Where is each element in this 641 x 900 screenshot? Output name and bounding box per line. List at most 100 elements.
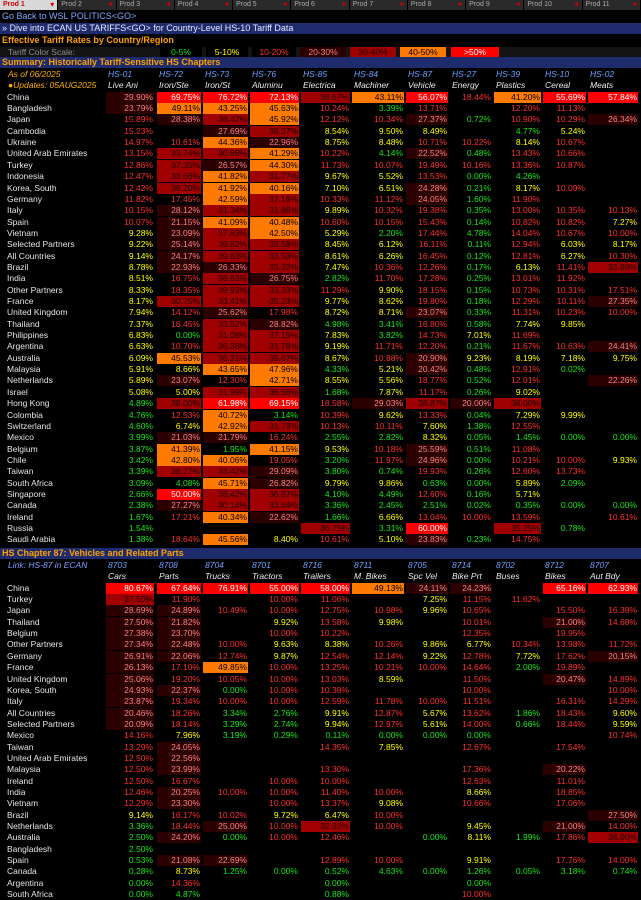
- column-code[interactable]: HS-84: [354, 69, 379, 79]
- table-row[interactable]: Thailand 7.37% 16.45% 33.92% 28.82% 4.98% 3.41…: [0, 318, 641, 330]
- column-code[interactable]: HS-72: [159, 69, 184, 79]
- column-code[interactable]: 8701: [252, 560, 271, 570]
- table-row[interactable]: United Kingdom 7.94% 14.12% 25.62% 17.98% 8.7…: [0, 307, 641, 319]
- chevron-down-icon[interactable]: ▾: [108, 0, 113, 9]
- table-row[interactable]: All Countries 20.46% 18.26% 3.34% 2.76% 9.91%…: [0, 707, 641, 719]
- column-code[interactable]: HS-76: [252, 69, 277, 79]
- table-row[interactable]: France 8.17% 30.75% 33.41% 35.23% 9.77% 8.62% 1…: [0, 296, 641, 307]
- tab-prod-2[interactable]: Prod 2 ▾: [58, 0, 117, 10]
- table-row[interactable]: Japan 28.69% 24.89% 10.49% 10.00% 12.75% 10.98…: [0, 605, 641, 617]
- table-row[interactable]: Germany 26.91% 22.06% 12.74% 9.87% 12.54% 12.1…: [0, 650, 641, 662]
- table-row[interactable]: India 12.46% 20.25% 10.00% 10.00% 11.40% 10.00…: [0, 787, 641, 798]
- tab-prod-7[interactable]: Prod 7 ▾: [349, 0, 408, 10]
- table-row[interactable]: Ireland 12.50% 16.67% 10.00% 10.00% 12.63% 11.…: [0, 776, 641, 787]
- go-back-link[interactable]: Go Back to WSL POLITICS<GO>: [2, 11, 137, 21]
- table-row[interactable]: Singapore 2.66% 50.00% 38.42% 36.87% 4.10% 4.4…: [0, 488, 641, 500]
- table-row[interactable]: Philippines 6.83% 0.00% 31.08% 37.15% 7.83% 3.…: [0, 330, 641, 342]
- column-code[interactable]: 8705: [408, 560, 427, 570]
- table-row[interactable]: Selected Partners 20.09% 18.14% 3.29% 2.74% 9…: [0, 718, 641, 730]
- table-row[interactable]: United Arab Emirates 12.50% 22.56%: [0, 752, 641, 764]
- table-row[interactable]: Mexico 3.99% 21.03% 21.79% 16.24% 2.55% 2.82% 8…: [0, 432, 641, 444]
- table-row[interactable]: Belgium 3.87% 41.39% 1.95% 41.15% 9.53% 10.18%…: [0, 443, 641, 455]
- table-row[interactable]: Chile 3.42% 42.80% 40.06% 19.05% 3.20% 11.97% 2…: [0, 454, 641, 466]
- column-code[interactable]: 8711: [354, 560, 373, 570]
- table-row[interactable]: Bangladesh 23.79% 49.11% 43.25% 45.63% 10.24%…: [0, 103, 641, 115]
- table-row[interactable]: Turkey 12.86% 37.35% 26.57% 44.30% 11.73% 10.0…: [0, 159, 641, 171]
- table-row[interactable]: Italy 23.87% 19.34% 10.00% 10.00% 12.59% 11.78…: [0, 696, 641, 708]
- column-code[interactable]: HS-27: [452, 69, 477, 79]
- table-row[interactable]: Vietnam 12.29% 23.30% 10.00% 13.37% 9.08% 10.6…: [0, 798, 641, 810]
- table-row[interactable]: Taiwan 13.29% 24.05% 14.35% 7.85% 12.67% 17.54…: [0, 741, 641, 753]
- table-row[interactable]: Korea, South 24.93% 22.37% 0.00% 10.00% 10.38…: [0, 684, 641, 696]
- table-row[interactable]: South Africa 3.09% 4.08% 45.71% 26.82% 9.79% 9…: [0, 477, 641, 489]
- table-row[interactable]: Belgium 27.38% 23.70% 10.00% 10.22% 12.35% 19.…: [0, 628, 641, 640]
- table-row[interactable]: Taiwan 3.39% 36.27% 33.42% 29.09% 3.80% 0.74% 1…: [0, 466, 641, 478]
- column-code[interactable]: 8712: [545, 560, 564, 570]
- table-row[interactable]: Israel 5.08% 5.00% 31.99% 36.56% 1.68% 7.87% 11…: [0, 386, 641, 398]
- chevron-down-icon[interactable]: ▾: [283, 0, 288, 9]
- table-row[interactable]: Selected Partners 9.22% 25.14% 39.82% 33.58%…: [0, 239, 641, 251]
- table-row[interactable]: Netherlands 3.36% 18.44% 25.00% 10.00% 32.32%…: [0, 821, 641, 833]
- table-row[interactable]: Japan 15.89% 28.38% 38.47% 45.92% 12.12% 10.34…: [0, 114, 641, 126]
- table-row[interactable]: Brazil 8.78% 22.93% 26.33% 33.32% 7.47% 10.36%…: [0, 261, 641, 273]
- chevron-down-icon[interactable]: ▾: [399, 0, 404, 9]
- tab-prod-10[interactable]: Prod 10 ▾: [524, 0, 583, 10]
- table-row[interactable]: Hong Kong 4.89% 38.00% 61.98% 69.15% 18.58% 29…: [0, 398, 641, 410]
- column-code[interactable]: HS-10: [545, 69, 570, 79]
- table-row[interactable]: Italy 10.15% 28.12% 31.34% 31.86% 9.89% 10.32%…: [0, 205, 641, 217]
- column-code[interactable]: 8704: [205, 560, 224, 570]
- chevron-down-icon[interactable]: ▾: [341, 0, 346, 9]
- table-row[interactable]: Canada 2.38% 27.27% 30.14% 33.64% 3.36% 2.45% 2…: [0, 500, 641, 512]
- table-row[interactable]: Cambodia 15.23% 27.69% 38.37% 8.54% 9.50% 8.49…: [0, 125, 641, 137]
- column-code[interactable]: HS-02: [590, 69, 615, 79]
- table-row[interactable]: Turkey 37.50% 11.90% 10.00% 11.06% 7.25% 11.15…: [0, 594, 641, 606]
- table-row[interactable]: India 8.51% 16.75% 38.63% 26.75% 2.82% 11.70% 1…: [0, 273, 641, 285]
- table-row[interactable]: Mexico 14.16% 7.96% 3.19% 0.29% 0.11% 0.00% 0.0…: [0, 730, 641, 741]
- table-row[interactable]: Argentina 0.00% 14.36% 0.00% 0.00%: [0, 878, 641, 889]
- table-row[interactable]: Australia 2.50% 24.20% 0.00% 10.00% 12.46% 0.0…: [0, 832, 641, 844]
- tab-prod-9[interactable]: Prod 9 ▾: [466, 0, 525, 10]
- column-code[interactable]: 8716: [303, 560, 322, 570]
- table-row[interactable]: Saudi Arabia 1.38% 18.64% 45.56% 8.40% 10.61%…: [0, 534, 641, 546]
- table-row[interactable]: United Kingdom 25.06% 19.20% 10.05% 10.00% 13…: [0, 673, 641, 685]
- table-row[interactable]: Vietnam 9.28% 23.09% 37.63% 42.50% 5.29% 2.20%…: [0, 227, 641, 239]
- tab-prod-11[interactable]: Prod 11 ▾: [582, 0, 641, 10]
- table-row[interactable]: Canada 0.28% 8.73% 1.25% 0.00% 0.52% 4.63% 0.00…: [0, 866, 641, 877]
- column-code[interactable]: 8708: [159, 560, 178, 570]
- column-code[interactable]: HS-39: [496, 69, 521, 79]
- table-row[interactable]: South Africa 0.00% 4.87% 0.88% 10.00%: [0, 889, 641, 900]
- table-row[interactable]: Brazil 9.14% 16.17% 10.02% 9.72% 6.47% 10.00% 2…: [0, 809, 641, 821]
- table-row[interactable]: United Arab Emirates 13.15% 33.74% 30.68% 41…: [0, 148, 641, 160]
- column-code[interactable]: 8703: [108, 560, 127, 570]
- table-row[interactable]: Spain 0.53% 21.08% 22.69% 12.89% 10.00% 9.91% 1…: [0, 855, 641, 867]
- table-row[interactable]: Other Partners 8.33% 18.35% 39.93% 33.33% 11.…: [0, 284, 641, 296]
- page-title[interactable]: » Dive into ECAN US TARIFFS<GO> for Coun…: [0, 23, 641, 34]
- table-row[interactable]: Netherlands 5.89% 23.07% 12.30% 42.71% 8.55% 5…: [0, 375, 641, 387]
- table-row[interactable]: Argentina 6.63% 10.70% 36.38% 31.78% 9.19% 11.…: [0, 341, 641, 353]
- tab-prod-4[interactable]: Prod 4 ▾: [174, 0, 234, 10]
- table-row[interactable]: Germany 11.82% 17.45% 42.59% 37.16% 10.33% 11.…: [0, 193, 641, 205]
- column-code[interactable]: HS-01: [108, 69, 133, 79]
- table-row[interactable]: Spain 10.07% 21.15% 41.09% 40.48% 10.60% 10.15…: [0, 216, 641, 228]
- column-code[interactable]: HS-87: [408, 69, 433, 79]
- table-row[interactable]: Other Partners 27.34% 22.48% 10.00% 9.63% 8.3…: [0, 639, 641, 651]
- tab-prod-8[interactable]: Prod 8 ▾: [407, 0, 467, 10]
- column-code[interactable]: HS-73: [205, 69, 230, 79]
- column-code[interactable]: 8714: [452, 560, 471, 570]
- table-row[interactable]: France 26.13% 17.10% 49.85% 10.00% 13.25% 10.2…: [0, 662, 641, 674]
- table-row[interactable]: Ireland 1.67% 17.21% 40.34% 22.62% 1.66% 6.66%…: [0, 511, 641, 523]
- table-row[interactable]: All Countries 9.14% 24.17% 39.83% 33.53% 8.61…: [0, 250, 641, 262]
- chevron-down-icon[interactable]: ▾: [225, 0, 230, 9]
- table-row[interactable]: Switzerland 4.60% 6.74% 42.92% 31.73% 10.13% 1…: [0, 420, 641, 432]
- table-row[interactable]: Bangladesh 2.50%: [0, 844, 641, 855]
- table-row[interactable]: Ukraine 14.97% 10.61% 44.36% 22.96% 8.75% 8.48…: [0, 137, 641, 149]
- tab-prod-6[interactable]: Prod 6 ▾: [291, 0, 350, 10]
- table-row[interactable]: Indonesia 12.47% 33.66% 41.82% 31.77% 9.67% 5.…: [0, 171, 641, 183]
- chevron-down-icon[interactable]: ▾: [458, 0, 463, 9]
- table-row[interactable]: Australia 6.09% 45.53% 36.21% 35.67% 8.67% 10.…: [0, 352, 641, 364]
- table-row[interactable]: China 80.67% 67.64% 76.91% 55.00% 58.00% 49.13…: [0, 582, 641, 594]
- table-row[interactable]: China 29.90% 69.75% 76.72% 72.13% 38.67% 43.11…: [0, 91, 641, 103]
- column-code[interactable]: 8702: [496, 560, 515, 570]
- chevron-down-icon[interactable]: ▾: [632, 0, 637, 9]
- chevron-down-icon[interactable]: ▾: [574, 0, 579, 9]
